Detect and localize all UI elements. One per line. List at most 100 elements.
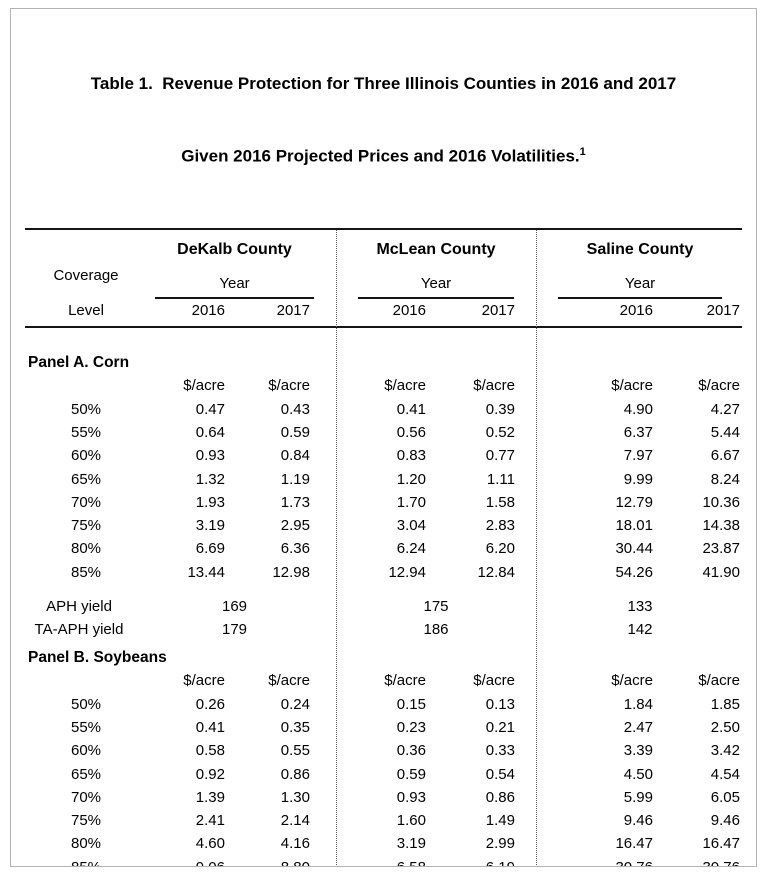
table-title: Table 1. Revenue Protection for Three Il… [11, 26, 756, 214]
value-cell: 1.11 [486, 470, 515, 488]
value-cell: 30.44 [615, 540, 653, 558]
year-group: Year [336, 264, 536, 299]
mclean-cells: 1.70 1.58 [336, 491, 536, 514]
value-cell: 16.47 [615, 835, 653, 853]
panel-b-label: Panel B. Soybeans [28, 648, 167, 666]
coverage-cell: 80% [70, 835, 102, 853]
year-group: Year [133, 264, 336, 299]
value-cell: 12.94 [388, 563, 426, 581]
table-row: 65% 1.32 1.19 1.20 1.11 9.99 8.24 [25, 468, 742, 491]
mclean-cells: 0.15 0.13 [336, 693, 536, 716]
column-divider-dotted [536, 229, 537, 866]
value-cell: 2.50 [710, 718, 740, 736]
coverage-cell: 55% [70, 718, 102, 736]
value-cell: 5.99 [623, 788, 653, 806]
value-cell: 0.86 [280, 765, 310, 783]
value-cell: 3.19 [195, 517, 225, 535]
value-cell: 23.87 [702, 540, 740, 558]
table-row: 55% 0.41 0.35 0.23 0.21 2.47 2.50 [25, 716, 742, 739]
value-cell: 0.93 [396, 788, 426, 806]
dekalb-cells: 0.93 0.84 [133, 444, 336, 467]
level-label: Level [68, 301, 104, 319]
unit-row: $/acre $/acre $/acre $/acre $/acre $/acre [25, 374, 742, 398]
value-cell: 0.15 [396, 695, 426, 713]
year-label: Year [558, 264, 722, 299]
value-cell: 2.95 [280, 517, 310, 535]
value-cell: 1.30 [280, 788, 310, 806]
table-row: 85% 13.44 12.98 12.94 12.84 54.26 41.90 [25, 561, 742, 584]
value-cell: 1.60 [396, 812, 426, 830]
value-cell: 0.13 [485, 695, 515, 713]
value-cell: 1.49 [485, 812, 515, 830]
title-line-2: Given 2016 Projected Prices and 2016 Vol… [181, 146, 586, 166]
mclean-cells: 1.60 1.49 [336, 809, 536, 832]
value-cell: 0.35 [280, 718, 310, 736]
mclean-cells: 6.24 6.20 [336, 537, 536, 560]
saline-cells: 4.90 4.27 [536, 398, 744, 421]
value-cell: 0.33 [485, 742, 515, 760]
value-cell: 0.59 [396, 765, 426, 783]
table-row: 50% 0.47 0.43 0.41 0.39 4.90 4.27 [25, 398, 742, 421]
saline-cells: 3.39 3.42 [536, 739, 744, 762]
years-mclean: 2016 2017 [336, 298, 536, 326]
value-cell: 3.42 [710, 742, 740, 760]
value-cell: 3.39 [623, 742, 653, 760]
years-dekalb: 2016 2017 [133, 298, 336, 326]
saline-cells: 9.46 9.46 [536, 809, 744, 832]
dekalb-cells: 0.47 0.43 [133, 398, 336, 421]
ta-aph-saline: 142 [627, 621, 653, 639]
unit-label: $/acre [183, 671, 225, 689]
dekalb-cells: 6.69 6.36 [133, 537, 336, 560]
unit-label: $/acre [268, 671, 310, 689]
table-row: 75% 3.19 2.95 3.04 2.83 18.01 14.38 [25, 514, 742, 537]
saline-cells: 4.50 4.54 [536, 763, 744, 786]
year-label: Year [155, 264, 314, 299]
value-cell: 6.58 [336, 856, 426, 866]
value-cell: 13.44 [187, 563, 225, 581]
table-frame: Table 1. Revenue Protection for Three Il… [10, 8, 757, 867]
saline-cells: 5.99 6.05 [536, 786, 744, 809]
saline-cells: 12.79 10.36 [536, 491, 744, 514]
ta-aph-mclean: 186 [423, 621, 449, 639]
dekalb-cells: 0.26 0.24 [133, 693, 336, 716]
aph-yield-label: APH yield [46, 598, 112, 616]
table-row: 80% 6.69 6.36 6.24 6.20 30.44 23.87 [25, 537, 742, 560]
year-header-row: Coverage Year Year Year [25, 264, 742, 299]
dekalb-cells: 0.58 0.55 [133, 739, 336, 762]
unit-label: $/acre [473, 376, 515, 394]
value-cell: 4.60 [195, 835, 225, 853]
coverage-cell: 75% [70, 812, 102, 830]
value-cell: 12.79 [615, 493, 653, 511]
value-cell: 2.99 [485, 835, 515, 853]
ta-aph-yield-label: TA-APH yield [34, 621, 124, 639]
mclean-cells: 3.04 2.83 [336, 514, 536, 537]
year-2016: 2016 [191, 301, 225, 319]
value-cell: 0.83 [396, 447, 426, 465]
saline-cells: 6.37 5.44 [536, 421, 744, 444]
mclean-cells: 0.41 0.39 [336, 398, 536, 421]
saline-cells: 7.97 6.67 [536, 444, 744, 467]
coverage-cell: 80% [70, 540, 102, 558]
coverage-cell: 75% [70, 517, 102, 535]
value-cell: 1.39 [195, 788, 225, 806]
value-cell: 2.41 [195, 812, 225, 830]
year-2016: 2016 [392, 301, 426, 319]
dekalb-cells: 1.39 1.30 [133, 786, 336, 809]
horizontal-rule-top [25, 227, 742, 230]
saline-cells: 30.44 23.87 [536, 537, 744, 560]
table-row: 60% 0.58 0.55 0.36 0.33 3.39 3.42 [25, 739, 742, 762]
value-cell: 10.36 [702, 493, 740, 511]
value-cell: 8.80 [225, 856, 310, 866]
coverage-cell: 60% [70, 447, 102, 465]
value-cell: 0.55 [280, 742, 310, 760]
value-cell: 0.56 [396, 423, 426, 441]
dekalb-cells: 1.93 1.73 [133, 491, 336, 514]
dekalb-cells: 9.068.80 [133, 856, 336, 866]
unit-cells: $/acre $/acre [536, 374, 744, 398]
value-cell: 4.90 [623, 400, 653, 418]
coverage-cell: 85% [25, 856, 133, 866]
value-cell: 41.90 [702, 563, 740, 581]
value-cell: 4.27 [710, 400, 740, 418]
empty-cell [25, 374, 133, 398]
column-divider-dotted [336, 229, 337, 866]
